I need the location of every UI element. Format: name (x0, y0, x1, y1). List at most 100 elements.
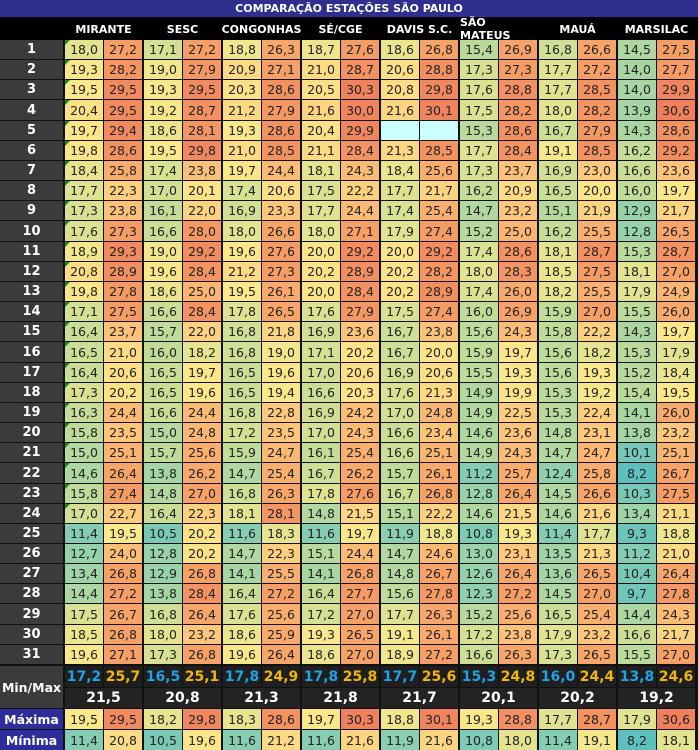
min-temp-cell: 14,4 (65, 584, 103, 603)
day-label: 22 (0, 463, 63, 483)
min-temp-cell: 20,0 (302, 282, 340, 301)
min-temp-cell: 11,2 (460, 463, 498, 483)
max-temp-cell: 29,5 (183, 80, 221, 99)
min-temp-cell: 19,6 (144, 262, 182, 281)
max-temp-cell: 27,1 (104, 645, 142, 664)
max-temp-cell: 28,2 (499, 100, 537, 120)
max-temp-cell: 23,8 (104, 201, 142, 220)
max-temp-cell: 23,2 (183, 625, 221, 644)
max-temp-cell: 27,8 (420, 584, 458, 603)
comment-marker-icon (65, 484, 70, 489)
max-temp-cell: 22,4 (578, 403, 616, 422)
maxima-min-value: 18,3 (223, 709, 261, 729)
minima-max-value: 21,6 (341, 730, 379, 750)
min-temp-cell: 16,6 (618, 161, 656, 180)
min-temp-cell: 20,4 (65, 100, 103, 120)
min-temp-cell: 20,8 (65, 262, 103, 281)
min-temp-cell: 15,1 (539, 201, 577, 220)
min-temp-cell: 19,8 (65, 282, 103, 301)
max-temp-cell: 22,2 (420, 504, 458, 523)
min-temp-cell: 9,3 (618, 524, 656, 543)
min-temp-cell: 17,5 (65, 604, 103, 624)
min-temp-cell: 14,9 (460, 383, 498, 402)
max-temp-cell: 26,4 (499, 564, 537, 583)
maxima-min-value: 18,2 (144, 709, 182, 729)
max-temp-cell: 28,9 (420, 282, 458, 301)
min-temp-cell: 19,3 (302, 625, 340, 644)
min-temp-cell: 17,5 (460, 100, 498, 120)
minima-min-value: 11,6 (223, 730, 261, 750)
comment-marker-icon (65, 423, 70, 428)
max-temp-cell: 18,3 (262, 524, 300, 543)
average-value: 19,2 (618, 688, 695, 708)
mean-max-value: 24,6 (657, 666, 695, 687)
mean-min-value: 16,5 (144, 666, 182, 687)
min-temp-cell: 21,2 (223, 262, 261, 281)
min-temp-cell: 14,8 (539, 423, 577, 442)
min-temp-cell: 11,4 (65, 524, 103, 543)
max-temp-cell: 20,9 (499, 181, 537, 200)
max-temp-cell: 26,1 (420, 625, 458, 644)
max-temp-cell: 25,9 (262, 625, 300, 644)
minima-max-value: 21,6 (420, 730, 458, 750)
comment-marker-icon (65, 463, 70, 468)
max-temp-cell: 24,7 (262, 443, 300, 462)
max-temp-cell: 26,3 (262, 484, 300, 503)
max-temp-cell: 25,5 (578, 221, 616, 241)
min-temp-cell: 16,8 (223, 403, 261, 422)
min-temp-cell: 14,1 (618, 403, 656, 422)
max-temp-cell: 25,6 (499, 604, 537, 624)
max-temp-cell: 19,3 (578, 363, 616, 382)
mean-min-value: 17,2 (65, 666, 103, 687)
average-value: 21,7 (381, 688, 458, 708)
min-temp-cell: 18,4 (65, 161, 103, 180)
max-temp-cell: 20,6 (104, 363, 142, 382)
max-temp-cell: 26,4 (183, 604, 221, 624)
minima-label: Mínima (0, 730, 63, 750)
min-temp-cell: 16,7 (539, 121, 577, 140)
max-temp-cell: 26,9 (499, 302, 537, 321)
max-temp-cell: 27,7 (341, 584, 379, 603)
max-temp-cell: 27,2 (104, 40, 142, 59)
comment-marker-icon (65, 403, 70, 408)
max-temp-cell: 26,4 (657, 564, 695, 583)
station-header: SESC (144, 18, 221, 40)
max-temp-cell: 27,2 (183, 40, 221, 59)
max-temp-cell: 19,4 (262, 383, 300, 402)
min-temp-cell: 17,3 (144, 645, 182, 664)
min-temp-cell: 18,6 (144, 282, 182, 301)
min-temp-cell: 21,6 (302, 100, 340, 120)
max-temp-cell: 22,8 (262, 403, 300, 422)
min-temp-cell: 16,5 (144, 363, 182, 382)
max-temp-cell: 17,7 (578, 524, 616, 543)
min-temp-cell: 16,5 (539, 604, 577, 624)
max-temp-cell: 21,9 (578, 201, 616, 220)
max-temp-cell: 28,7 (183, 100, 221, 120)
minima-max-value: 19,1 (578, 730, 616, 750)
comment-marker-icon (65, 342, 70, 347)
max-temp-cell: 27,0 (341, 604, 379, 624)
comment-marker-icon (65, 322, 70, 327)
maxima-max-value: 30,1 (420, 709, 458, 729)
maxima-label: Máxima (0, 709, 63, 729)
day-label: 24 (0, 504, 63, 523)
comment-marker-icon (65, 262, 70, 267)
min-temp-cell: 14,1 (302, 564, 340, 583)
min-temp-cell: 18,6 (302, 645, 340, 664)
min-temp-cell: 18,1 (618, 262, 656, 281)
min-temp-cell: 15,4 (460, 40, 498, 59)
min-temp-cell: 16,7 (381, 322, 419, 341)
maxima-max-value: 29,5 (104, 709, 142, 729)
max-temp-cell: 30,0 (341, 100, 379, 120)
average-value: 20,8 (144, 688, 221, 708)
max-temp-cell: 27,9 (262, 100, 300, 120)
day-label: 30 (0, 625, 63, 644)
min-temp-cell: 17,0 (144, 181, 182, 200)
min-temp-cell: 15,0 (144, 423, 182, 442)
max-temp-cell: 26,8 (420, 40, 458, 59)
max-temp-cell: 19,7 (657, 181, 695, 200)
maxima-min-value: 17,7 (539, 709, 577, 729)
min-temp-cell: 15,7 (144, 322, 182, 341)
maxima-min-value: 19,7 (302, 709, 340, 729)
comment-marker-icon (65, 141, 70, 146)
